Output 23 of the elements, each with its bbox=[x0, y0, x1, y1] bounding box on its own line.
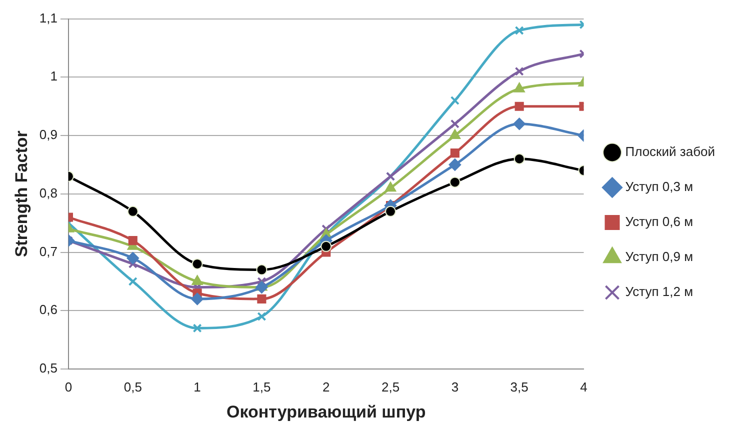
x-tick-label: 0,5 bbox=[124, 379, 142, 394]
legend-label: Уступ 1,2 м bbox=[625, 284, 694, 300]
x-tick-label: 2 bbox=[322, 379, 330, 394]
x-tick-label: 1,5 bbox=[252, 379, 271, 394]
legend-label: Уступ 0,6 м bbox=[625, 214, 694, 230]
y-tick-label: 0,7 bbox=[39, 244, 58, 259]
legend-label: Уступ 0,3 м bbox=[625, 179, 694, 194]
legend-label: Уступ 0,9 м bbox=[625, 249, 694, 264]
y-tick-label: 1 bbox=[50, 68, 58, 84]
x-tick-label: 2,5 bbox=[381, 379, 400, 394]
y-tick-label: 0,5 bbox=[39, 360, 58, 376]
x-tick-label: 3 bbox=[451, 379, 459, 394]
x-tick-label: 1 bbox=[194, 379, 201, 394]
y-tick-label: 0,9 bbox=[39, 127, 58, 142]
x-tick-label: 0 bbox=[64, 379, 72, 394]
y-tick-label: 0,6 bbox=[39, 302, 58, 318]
legend-label: Плоский забой bbox=[625, 144, 716, 160]
x-tick-label: 3,5 bbox=[510, 379, 528, 394]
x-axis-title: Оконтуривающий шпур bbox=[226, 402, 426, 422]
y-axis-title: Strength Factor bbox=[12, 130, 31, 258]
x-tick-label: 4 bbox=[580, 379, 588, 394]
y-tick-label: 0,8 bbox=[39, 185, 58, 200]
y-tick-label: 1,1 bbox=[39, 10, 58, 26]
